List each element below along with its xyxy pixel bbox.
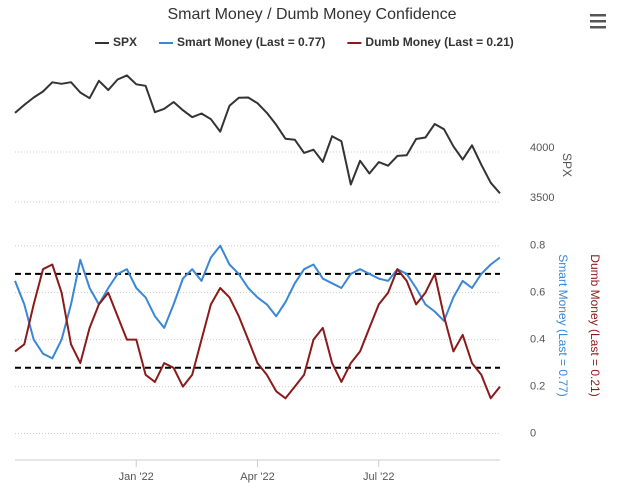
y2-axis-title: SPX [560,153,574,177]
y2-tick-label: 3500 [530,192,554,204]
chart-title: Smart Money / Dumb Money Confidence [167,6,456,23]
series-line [14,244,501,360]
y2-tick-label: 4000 [530,142,554,154]
series-line [14,263,501,400]
legend-label: Dumb Money (Last = 0.21) [365,35,513,49]
y-tick-label: 0.8 [530,240,545,252]
y-tick-label: 0 [530,427,536,439]
legend-label: SPX [113,35,137,49]
y-axis-title: Smart Money (Last = 0.77) [556,254,570,396]
series-line [14,74,501,195]
x-tick-label: Jul '22 [363,471,394,483]
y-tick-label: 0.6 [530,287,545,299]
x-tick-label: Jan '22 [119,471,154,483]
menu-icon[interactable] [590,14,606,29]
x-tick-label: Apr '22 [240,471,275,483]
y-axis-title: Dumb Money (Last = 0.21) [588,254,602,396]
y-tick-label: 0.2 [530,380,545,392]
y-tick-label: 0.4 [530,334,545,346]
legend-label: Smart Money (Last = 0.77) [177,35,325,49]
